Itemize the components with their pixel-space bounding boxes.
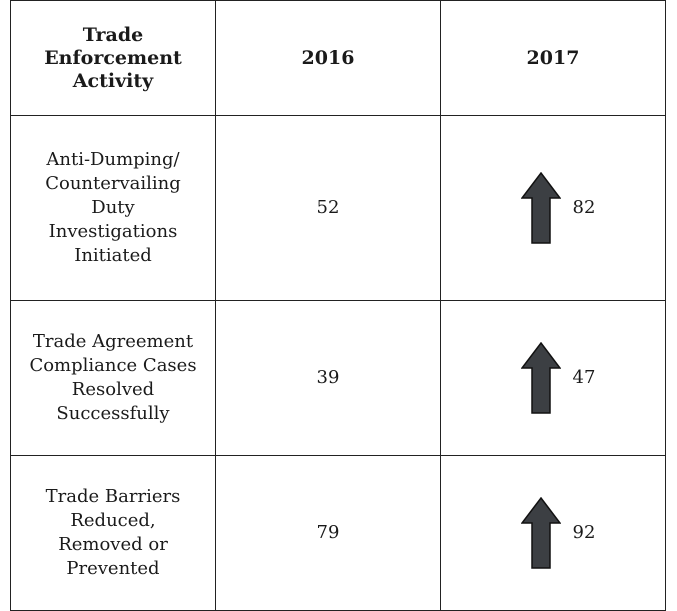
- up-arrow: [520, 172, 561, 244]
- trade-table: Trade Enforcement Activity 2016 2017 Ant…: [10, 0, 666, 611]
- value-text: 47: [572, 367, 596, 388]
- up-arrow: [520, 497, 561, 569]
- up-arrow: [520, 342, 561, 414]
- activity-cell: Trade Agreement Compliance Cases Resolve…: [10, 300, 216, 456]
- activity-cell: Trade Barriers Reduced, Removed or Preve…: [10, 455, 216, 611]
- value-text: 82: [572, 197, 596, 218]
- header-cell: 2017: [440, 0, 666, 116]
- value-cell: 39: [215, 300, 441, 456]
- row: Trade Agreement Compliance Cases Resolve…: [10, 300, 666, 456]
- value-text: 92: [572, 522, 596, 543]
- activity-cell: Anti-Dumping/ Countervailing Duty Invest…: [10, 115, 216, 301]
- value-cell: 52: [215, 115, 441, 301]
- row: Trade Barriers Reduced, Removed or Preve…: [10, 455, 666, 611]
- row: Anti-Dumping/ Countervailing Duty Invest…: [10, 115, 666, 301]
- header-cell: Trade Enforcement Activity: [10, 0, 216, 116]
- value-cell: 92: [440, 455, 666, 611]
- header-cell: 2016: [215, 0, 441, 116]
- value-wrap: 82: [451, 172, 655, 244]
- value-wrap: 47: [451, 342, 655, 414]
- value-wrap: 92: [451, 497, 655, 569]
- header-row: Trade Enforcement Activity 2016 2017: [10, 0, 666, 116]
- value-cell: 47: [440, 300, 666, 456]
- value-cell: 79: [215, 455, 441, 611]
- value-cell: 82: [440, 115, 666, 301]
